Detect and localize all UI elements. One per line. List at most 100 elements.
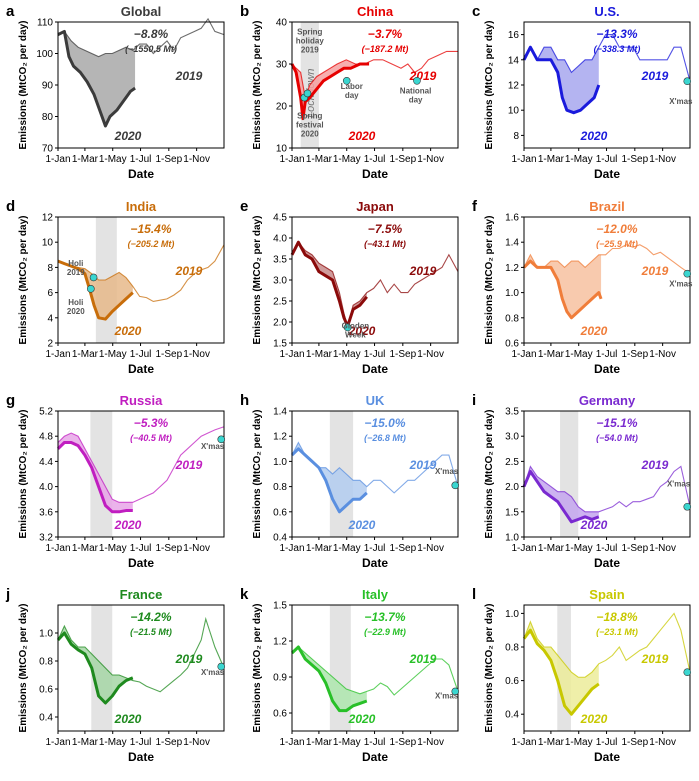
x-tick-label: 1-Nov (183, 154, 210, 165)
x-tick-label: 1-Sep (155, 154, 182, 165)
change-mt: (−54.0 Mt) (596, 433, 638, 443)
x-tick-label: 1-Nov (649, 737, 676, 748)
y-tick-label: 100 (36, 49, 53, 60)
y-tick-label: 5.2 (39, 407, 53, 418)
y-tick-label: 16 (508, 30, 520, 41)
x-tick-label: 1-May (565, 349, 593, 360)
x-tick-label: 1-Sep (621, 737, 648, 748)
panel-letter: c (472, 3, 480, 20)
change-mt: (−43.1 Mt) (364, 239, 406, 249)
series-2020-line (56, 441, 133, 514)
y-tick-label: 12 (508, 81, 520, 92)
x-tick-label: 1-Jan (511, 737, 536, 748)
panel-title: U.S. (594, 4, 619, 19)
y-axis-label: Emissions (MtCO₂ per day) (252, 216, 263, 345)
event-annotation-line: X'mas (667, 480, 691, 489)
x-tick-label: 1-May (99, 543, 127, 554)
label-2020: 2020 (348, 712, 376, 726)
panel-letter: f (472, 198, 478, 215)
y-axis-label: Emissions (MtCO₂ per day) (18, 410, 29, 539)
x-tick-label: 1-Mar (72, 154, 99, 165)
series-2020-line (290, 447, 368, 514)
change-mt: (−26.8 Mt) (364, 433, 406, 443)
change-percent: −12.0% (596, 222, 637, 236)
label-2019: 2019 (409, 458, 437, 472)
diff-area (292, 242, 367, 327)
label-2019: 2019 (641, 458, 669, 472)
event-annotation-line: 2020 (67, 307, 85, 316)
y-tick-label: 14 (508, 55, 520, 66)
event-annotation: National day (400, 86, 432, 104)
x-tick-label: 1-Jul (130, 349, 152, 360)
change-percent: −18.8% (596, 610, 637, 624)
x-tick-label: 1-Jan (511, 349, 536, 360)
x-tick-label: 1-Jan (511, 154, 536, 165)
x-tick-label: 1-Sep (389, 154, 416, 165)
event-annotation-line: Gloden (342, 321, 370, 330)
x-axis-label: Date (594, 167, 620, 181)
y-tick-label: 4.0 (273, 234, 287, 245)
y-tick-label: 10 (508, 106, 520, 117)
event-dot (217, 662, 226, 671)
event-dot (343, 323, 352, 332)
diff-area (58, 626, 133, 703)
diff-area (524, 621, 599, 715)
series-2019-line (523, 465, 691, 513)
x-axis-label: Date (594, 362, 620, 376)
x-tick-label: 1-May (333, 543, 361, 554)
panel-letter: e (240, 198, 248, 215)
y-tick-label: 2.0 (273, 318, 287, 329)
y-tick-label: 1.0 (39, 629, 53, 640)
y-tick-label: 0.8 (39, 657, 53, 668)
x-tick-label: 1-Nov (417, 737, 444, 748)
y-tick-label: 10 (42, 238, 54, 249)
panel-k: 0.6 0.9 1.2 1.5 1-Jan 1-Mar 1-May 1-Jul 1-Sep 1-N… (240, 586, 460, 764)
x-tick-label: 1-Sep (389, 737, 416, 748)
y-tick-label: 8 (513, 131, 519, 142)
x-tick-label: 1-Mar (72, 543, 99, 554)
change-mt: (−1550.5 Mt) (125, 44, 177, 54)
panel-h: 0.40.60.81.01.21.41-Jan 1-Mar 1-May 1-Jul 1-… (240, 392, 460, 570)
y-tick-label: 0.6 (505, 676, 519, 687)
event-dot (683, 77, 692, 86)
change-percent: −14.2% (130, 610, 171, 624)
x-axis-label: Date (362, 167, 388, 181)
x-tick-label: 1-Sep (155, 737, 182, 748)
event-annotation-line: X'mas (669, 97, 693, 106)
event-annotation-line: 2019 (301, 46, 319, 55)
event-annotation-line: day (345, 91, 359, 100)
diff-area (292, 60, 370, 119)
x-tick-label: 1-Jul (364, 349, 386, 360)
event-annotation-line: Holi (68, 298, 83, 307)
y-tick-label: 4.4 (39, 457, 53, 468)
event-annotation-line: 2019 (67, 268, 85, 277)
event-annotation: Spring festival 2020 (296, 112, 324, 139)
x-tick-label: 1-May (99, 349, 127, 360)
event-annotation-line: X'mas (201, 442, 225, 451)
y-axis-label: Emissions (MtCO₂ per day) (484, 604, 495, 733)
x-tick-label: 1-Jan (45, 737, 70, 748)
series-2019-line (291, 241, 459, 329)
event-dot (87, 285, 95, 293)
event-annotation-line: X'mas (201, 668, 225, 677)
event-annotation: X'mas (201, 442, 225, 451)
panel-f: 0.60.81.01.21.41.61-Jan 1-Mar 1-May 1-Jul 1-… (472, 198, 693, 376)
event-dot (89, 273, 98, 282)
label-2020: 2020 (348, 518, 376, 532)
event-dot (451, 687, 460, 696)
y-tick-label: 6 (47, 288, 53, 299)
y-tick-label: 12 (42, 213, 54, 224)
event-annotation: Spring holiday 2019 (296, 28, 325, 55)
y-tick-label: 1.2 (273, 432, 287, 443)
panel-letter: a (6, 3, 15, 20)
x-tick-label: 1-Mar (538, 154, 565, 165)
x-axis-label: Date (128, 750, 154, 764)
change-mt: (−22.9 Mt) (364, 627, 406, 637)
x-tick-label: 1-Jul (130, 737, 152, 748)
x-tick-label: 1-Mar (306, 543, 333, 554)
x-tick-label: 1-Nov (649, 154, 676, 165)
y-tick-label: 8 (47, 263, 53, 274)
y-axis-label: Emissions (MtCO₂ per day) (252, 21, 263, 150)
label-2020: 2020 (114, 712, 142, 726)
x-tick-label: 1-Mar (538, 349, 565, 360)
